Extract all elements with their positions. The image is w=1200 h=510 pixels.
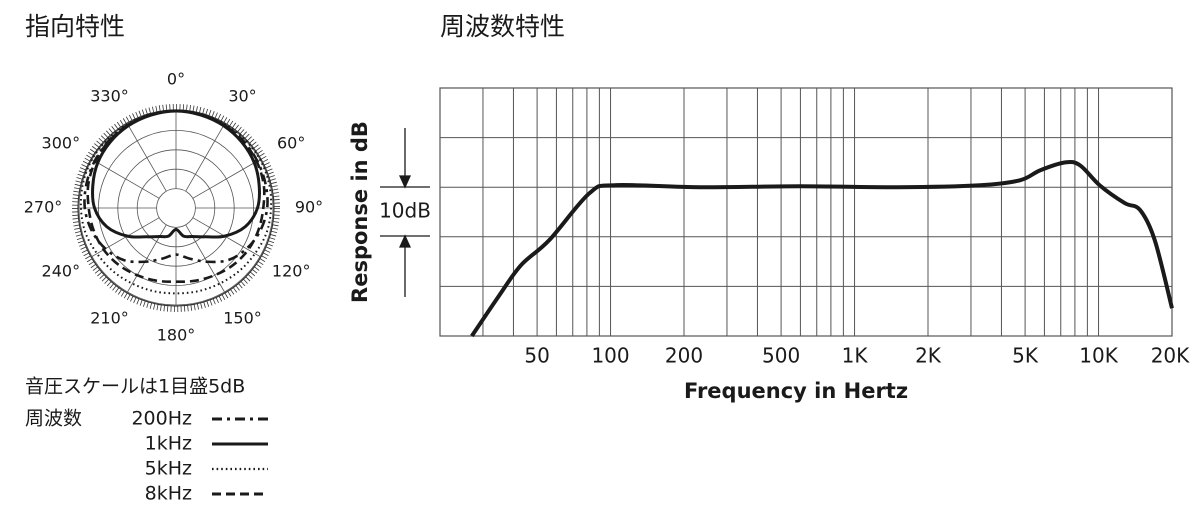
legend-label: 200Hz (131, 408, 192, 430)
x-axis-label: Frequency in Hertz (684, 379, 908, 403)
polar-title: 指向特性 (25, 12, 125, 41)
polar-frame (72, 104, 280, 312)
response-title: 周波数特性 (440, 12, 565, 41)
x-tick-label: 10K (1079, 344, 1118, 368)
angle-label: 90° (295, 198, 323, 217)
x-tick-label: 500 (762, 344, 800, 368)
angle-label: 180° (157, 326, 196, 345)
grid-ring (156, 188, 196, 228)
grid-spoke (127, 123, 167, 192)
x-tick-label: 1K (842, 344, 869, 368)
polar-curve (79, 109, 273, 295)
x-tick-label: 100 (591, 344, 629, 368)
grid-spoke (192, 159, 261, 199)
scale-note: 音圧スケールは1目盛5dB (25, 376, 245, 398)
x-tick-label: 50 (524, 344, 549, 368)
angle-label: 0° (167, 70, 185, 89)
grid-spoke (91, 159, 160, 199)
angle-label: 270° (24, 198, 63, 217)
angle-label: 300° (42, 134, 81, 153)
angle-label: 30° (228, 87, 256, 106)
angle-label: 150° (223, 308, 262, 327)
angle-label: 60° (277, 134, 305, 153)
angle-label: 330° (90, 87, 129, 106)
grid-spoke (185, 123, 225, 192)
legend-title: 周波数 (25, 408, 82, 430)
plot-frame (439, 87, 1173, 337)
grid-spoke (127, 224, 167, 293)
legend-label: 1kHz (145, 433, 192, 455)
x-tick-label: 20K (1151, 344, 1190, 368)
angle-label: 210° (90, 308, 129, 327)
y-axis-label: Response in dB (348, 121, 372, 303)
polar-curve (91, 109, 261, 239)
angle-label: 240° (42, 262, 81, 281)
angle-label: 120° (272, 262, 311, 281)
polar-curve (86, 109, 266, 284)
x-tick-label: 2K (915, 344, 942, 368)
legend-label: 5kHz (145, 458, 192, 480)
arrow-head (398, 234, 412, 248)
annotation: 10dB (379, 199, 431, 223)
x-tick-label: 200 (665, 344, 703, 368)
arrow-head (398, 175, 412, 189)
x-tick-label: 5K (1012, 344, 1039, 368)
legend-label: 8kHz (145, 483, 192, 505)
response-line (470, 159, 1174, 338)
annotation-arrows (380, 128, 430, 297)
